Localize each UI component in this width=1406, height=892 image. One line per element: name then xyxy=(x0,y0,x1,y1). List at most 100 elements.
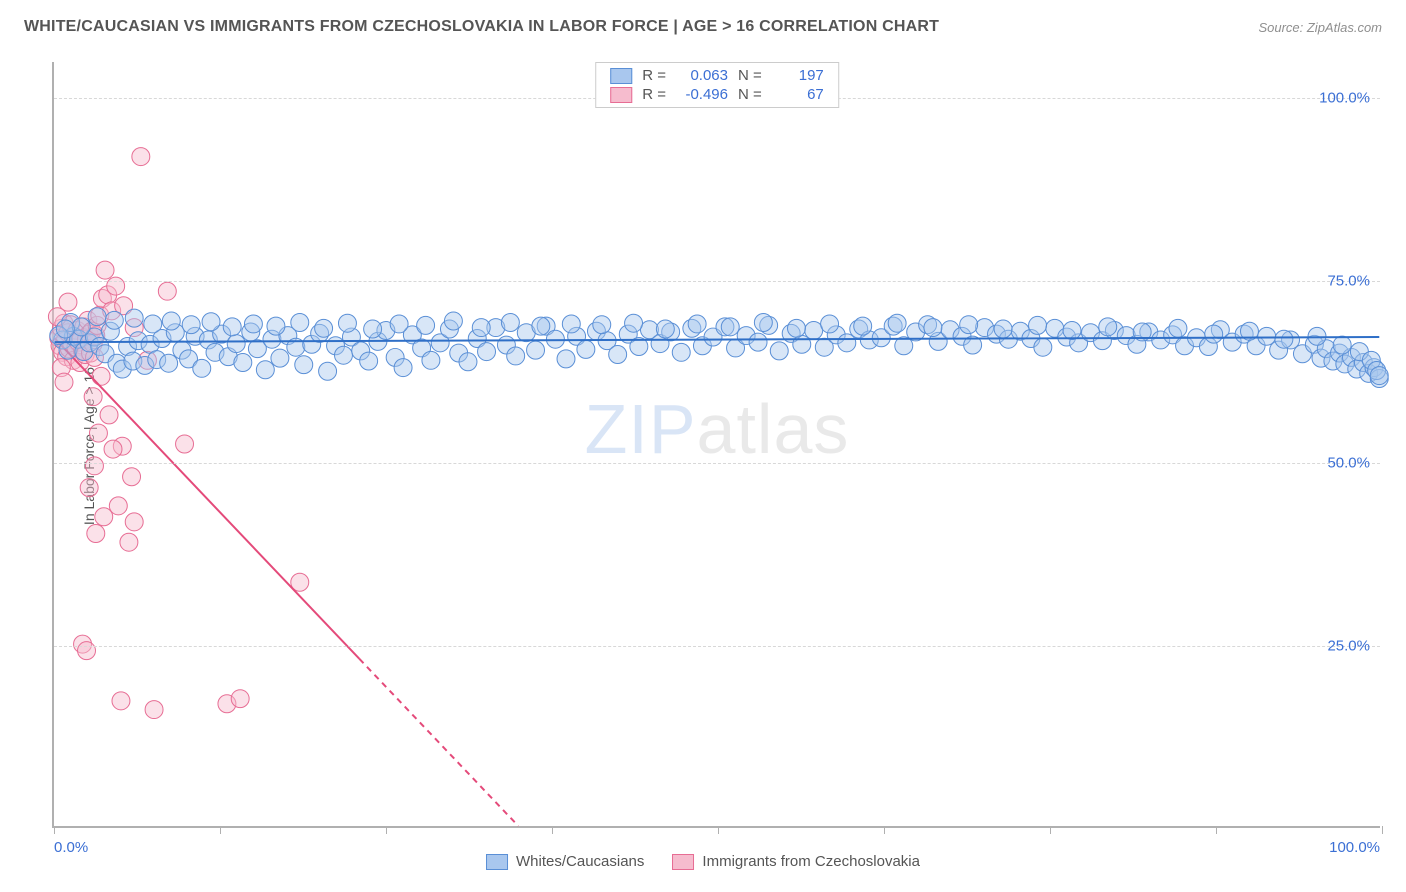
data-point xyxy=(145,701,163,719)
gridline xyxy=(54,281,1380,282)
data-point xyxy=(87,525,105,543)
data-point xyxy=(176,435,194,453)
data-point xyxy=(78,642,96,660)
data-point xyxy=(459,353,477,371)
data-point xyxy=(88,308,106,326)
regression-line-dashed xyxy=(359,659,518,826)
data-point xyxy=(1099,318,1117,336)
data-point xyxy=(56,320,74,338)
data-point xyxy=(557,350,575,368)
data-point xyxy=(577,340,595,358)
legend-swatch-pink xyxy=(672,854,694,870)
data-point xyxy=(234,354,252,372)
x-tick xyxy=(386,826,387,834)
data-point xyxy=(422,351,440,369)
data-point xyxy=(132,148,150,166)
data-point xyxy=(444,312,462,330)
legend-n-label: N = xyxy=(738,67,762,84)
data-point xyxy=(390,315,408,333)
data-point xyxy=(787,319,805,337)
data-point xyxy=(507,347,525,365)
data-point xyxy=(256,361,274,379)
data-point xyxy=(295,356,313,374)
data-point xyxy=(271,349,289,367)
data-point xyxy=(55,373,73,391)
data-point xyxy=(335,346,353,364)
legend-label-1: Whites/Caucasians xyxy=(516,853,644,870)
data-point xyxy=(960,316,978,334)
data-point xyxy=(478,343,496,361)
data-point xyxy=(162,312,180,330)
legend-r-value-2: -0.496 xyxy=(676,86,728,103)
data-point xyxy=(120,533,138,551)
data-point xyxy=(749,333,767,351)
y-tick-label: 25.0% xyxy=(1327,637,1370,654)
legend-r-label: R = xyxy=(642,86,666,103)
data-point xyxy=(291,314,309,332)
legend-n-value-2: 67 xyxy=(772,86,824,103)
data-point xyxy=(532,317,550,335)
x-tick-label: 0.0% xyxy=(54,839,88,856)
x-tick xyxy=(718,826,719,834)
x-tick xyxy=(552,826,553,834)
data-point xyxy=(994,320,1012,338)
data-point xyxy=(721,318,739,336)
chart-title: WHITE/CAUCASIAN VS IMMIGRANTS FROM CZECH… xyxy=(24,18,939,36)
data-point xyxy=(338,314,356,332)
series-legend: Whites/Caucasians Immigrants from Czecho… xyxy=(486,853,920,870)
gridline xyxy=(54,646,1380,647)
data-point xyxy=(244,315,262,333)
data-point xyxy=(96,261,114,279)
data-point xyxy=(656,320,674,338)
data-point xyxy=(888,314,906,332)
data-point xyxy=(1275,330,1293,348)
y-tick-label: 50.0% xyxy=(1327,455,1370,472)
legend-item-1: Whites/Caucasians xyxy=(486,853,644,870)
data-point xyxy=(89,424,107,442)
legend-item-2: Immigrants from Czechoslovakia xyxy=(672,853,920,870)
source-label: Source: ZipAtlas.com xyxy=(1258,20,1382,35)
x-tick xyxy=(1050,826,1051,834)
plot-area: ZIPatlas R = 0.063 N = 197 R = -0.496 N … xyxy=(52,62,1380,828)
data-point xyxy=(95,508,113,526)
x-tick xyxy=(884,826,885,834)
data-point xyxy=(364,320,382,338)
data-point xyxy=(593,316,611,334)
data-point xyxy=(125,513,143,531)
data-point xyxy=(160,354,178,372)
data-point xyxy=(202,313,220,331)
regression-line xyxy=(55,338,360,658)
data-point xyxy=(104,440,122,458)
data-point xyxy=(85,457,103,475)
data-point xyxy=(527,341,545,359)
x-tick xyxy=(54,826,55,834)
data-point xyxy=(112,692,130,710)
legend-row-series-2: R = -0.496 N = 67 xyxy=(610,86,824,103)
legend-swatch-pink xyxy=(610,87,632,103)
data-point xyxy=(105,311,123,329)
data-point xyxy=(100,406,118,424)
x-tick xyxy=(1382,826,1383,834)
data-point xyxy=(319,362,337,380)
data-point xyxy=(625,314,643,332)
data-point xyxy=(1029,316,1047,334)
data-point xyxy=(672,343,690,361)
data-point xyxy=(1063,322,1081,340)
correlation-legend: R = 0.063 N = 197 R = -0.496 N = 67 xyxy=(595,62,839,108)
data-point xyxy=(770,342,788,360)
data-point xyxy=(123,468,141,486)
data-point xyxy=(182,316,200,334)
legend-r-value-1: 0.063 xyxy=(676,67,728,84)
data-point xyxy=(80,479,98,497)
data-point xyxy=(501,314,519,332)
gridline xyxy=(54,463,1380,464)
data-point xyxy=(1169,319,1187,337)
x-tick xyxy=(1216,826,1217,834)
data-point xyxy=(562,315,580,333)
x-tick-label: 100.0% xyxy=(1329,839,1380,856)
data-point xyxy=(92,367,110,385)
data-point xyxy=(754,314,772,332)
data-point xyxy=(107,277,125,295)
data-point xyxy=(394,359,412,377)
data-point xyxy=(125,309,143,327)
